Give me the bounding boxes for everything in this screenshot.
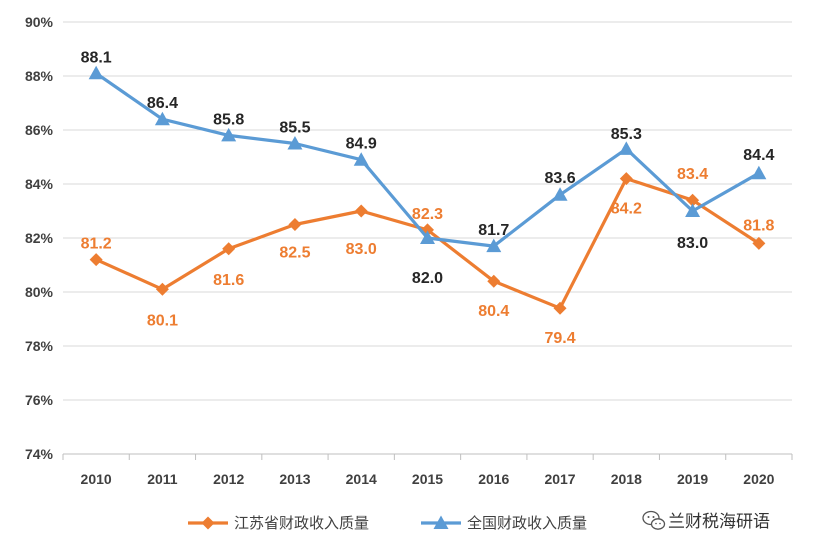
data-label: 86.4: [147, 95, 178, 112]
data-point-marker: [487, 274, 501, 288]
axes: 74% 76% 78% 80% 82% 84% 86% 88% 90% 2010 2011 2012 2…: [25, 14, 793, 487]
watermark-text: 兰财税海研语: [668, 512, 770, 532]
data-label: 83.0: [677, 235, 708, 252]
x-tick-label: 2010: [81, 471, 112, 487]
data-label: 80.4: [478, 303, 509, 320]
y-tick-label: 86%: [25, 122, 54, 138]
data-point-marker: [486, 238, 502, 253]
x-tick-label: 2019: [677, 471, 708, 487]
data-label: 82.0: [412, 270, 443, 287]
legend-label: 江苏省财政收入质量: [234, 514, 369, 532]
data-label: 83.6: [544, 170, 575, 187]
y-tick-label: 90%: [25, 14, 54, 30]
y-tick-label: 82%: [25, 230, 54, 246]
data-label: 84.2: [611, 201, 642, 218]
watermark: 兰财税海研语: [642, 510, 770, 532]
data-point-marker: [751, 165, 767, 180]
data-point-marker: [288, 218, 302, 231]
data-label: 84.9: [346, 136, 377, 153]
x-tick-label: 2015: [412, 471, 443, 487]
data-point-marker: [88, 65, 104, 80]
data-point-marker: [201, 516, 215, 530]
x-tick-label: 2020: [743, 471, 774, 487]
data-point-marker: [619, 172, 633, 186]
data-point-marker: [686, 193, 700, 207]
y-tick-label: 80%: [25, 284, 54, 300]
data-label: 82.3: [412, 206, 443, 223]
data-point-marker: [89, 253, 103, 267]
data-label: 84.4: [743, 147, 774, 164]
x-tick-label: 2017: [544, 471, 575, 487]
data-point-marker: [752, 236, 766, 250]
data-label: 81.7: [478, 222, 509, 239]
data-point-marker: [685, 203, 701, 217]
series-layer: [88, 65, 767, 315]
x-tick-label: 2012: [213, 471, 244, 487]
data-point-marker: [420, 230, 435, 244]
data-point-marker: [155, 282, 169, 296]
y-tick-label: 84%: [25, 176, 54, 192]
x-tick-label: 2016: [478, 471, 509, 487]
data-point-marker: [618, 141, 634, 155]
data-point-marker: [221, 127, 237, 142]
data-point-marker: [354, 204, 368, 218]
data-label: 80.1: [147, 312, 178, 329]
data-label: 85.3: [611, 126, 642, 143]
data-label: 83.4: [677, 166, 708, 183]
series-jiangsu: [89, 172, 766, 315]
wechat-icon: [642, 510, 666, 530]
data-label: 79.4: [544, 330, 575, 347]
x-tick-label: 2018: [611, 471, 642, 487]
data-point-marker: [552, 187, 568, 201]
data-labels: 81.2 80.1 81.6 82.5 83.0 82.3 80.4 79.4 84.2 83.4…: [81, 49, 775, 347]
y-tick-label: 74%: [25, 446, 54, 462]
data-point-marker: [353, 152, 369, 166]
data-label: 81.8: [743, 217, 774, 234]
x-tick-label: 2014: [346, 471, 377, 487]
legend-label: 全国财政收入质量: [467, 514, 587, 532]
y-tick-label: 76%: [25, 392, 54, 408]
data-label: 81.2: [81, 236, 112, 253]
x-tick-label: 2013: [279, 471, 310, 487]
data-point-marker: [222, 242, 236, 256]
data-point-marker: [287, 136, 303, 150]
data-point-marker: [553, 301, 567, 315]
data-label: 82.5: [279, 245, 310, 262]
x-tick-label: 2011: [147, 471, 178, 487]
data-label: 85.8: [213, 111, 244, 128]
legend: 江苏省财政收入质量 全国财政收入质量: [188, 514, 587, 532]
data-label: 88.1: [81, 49, 112, 66]
legend-item: 江苏省财政收入质量: [188, 514, 369, 532]
y-tick-label: 88%: [25, 68, 54, 84]
data-label: 81.6: [213, 272, 244, 289]
legend-item: 全国财政收入质量: [421, 514, 587, 532]
data-point-marker: [154, 111, 170, 126]
data-label: 83.0: [346, 241, 377, 258]
series-national: [88, 65, 767, 253]
data-point-marker: [433, 515, 449, 529]
y-tick-label: 78%: [25, 338, 54, 354]
data-label: 85.5: [279, 120, 310, 137]
